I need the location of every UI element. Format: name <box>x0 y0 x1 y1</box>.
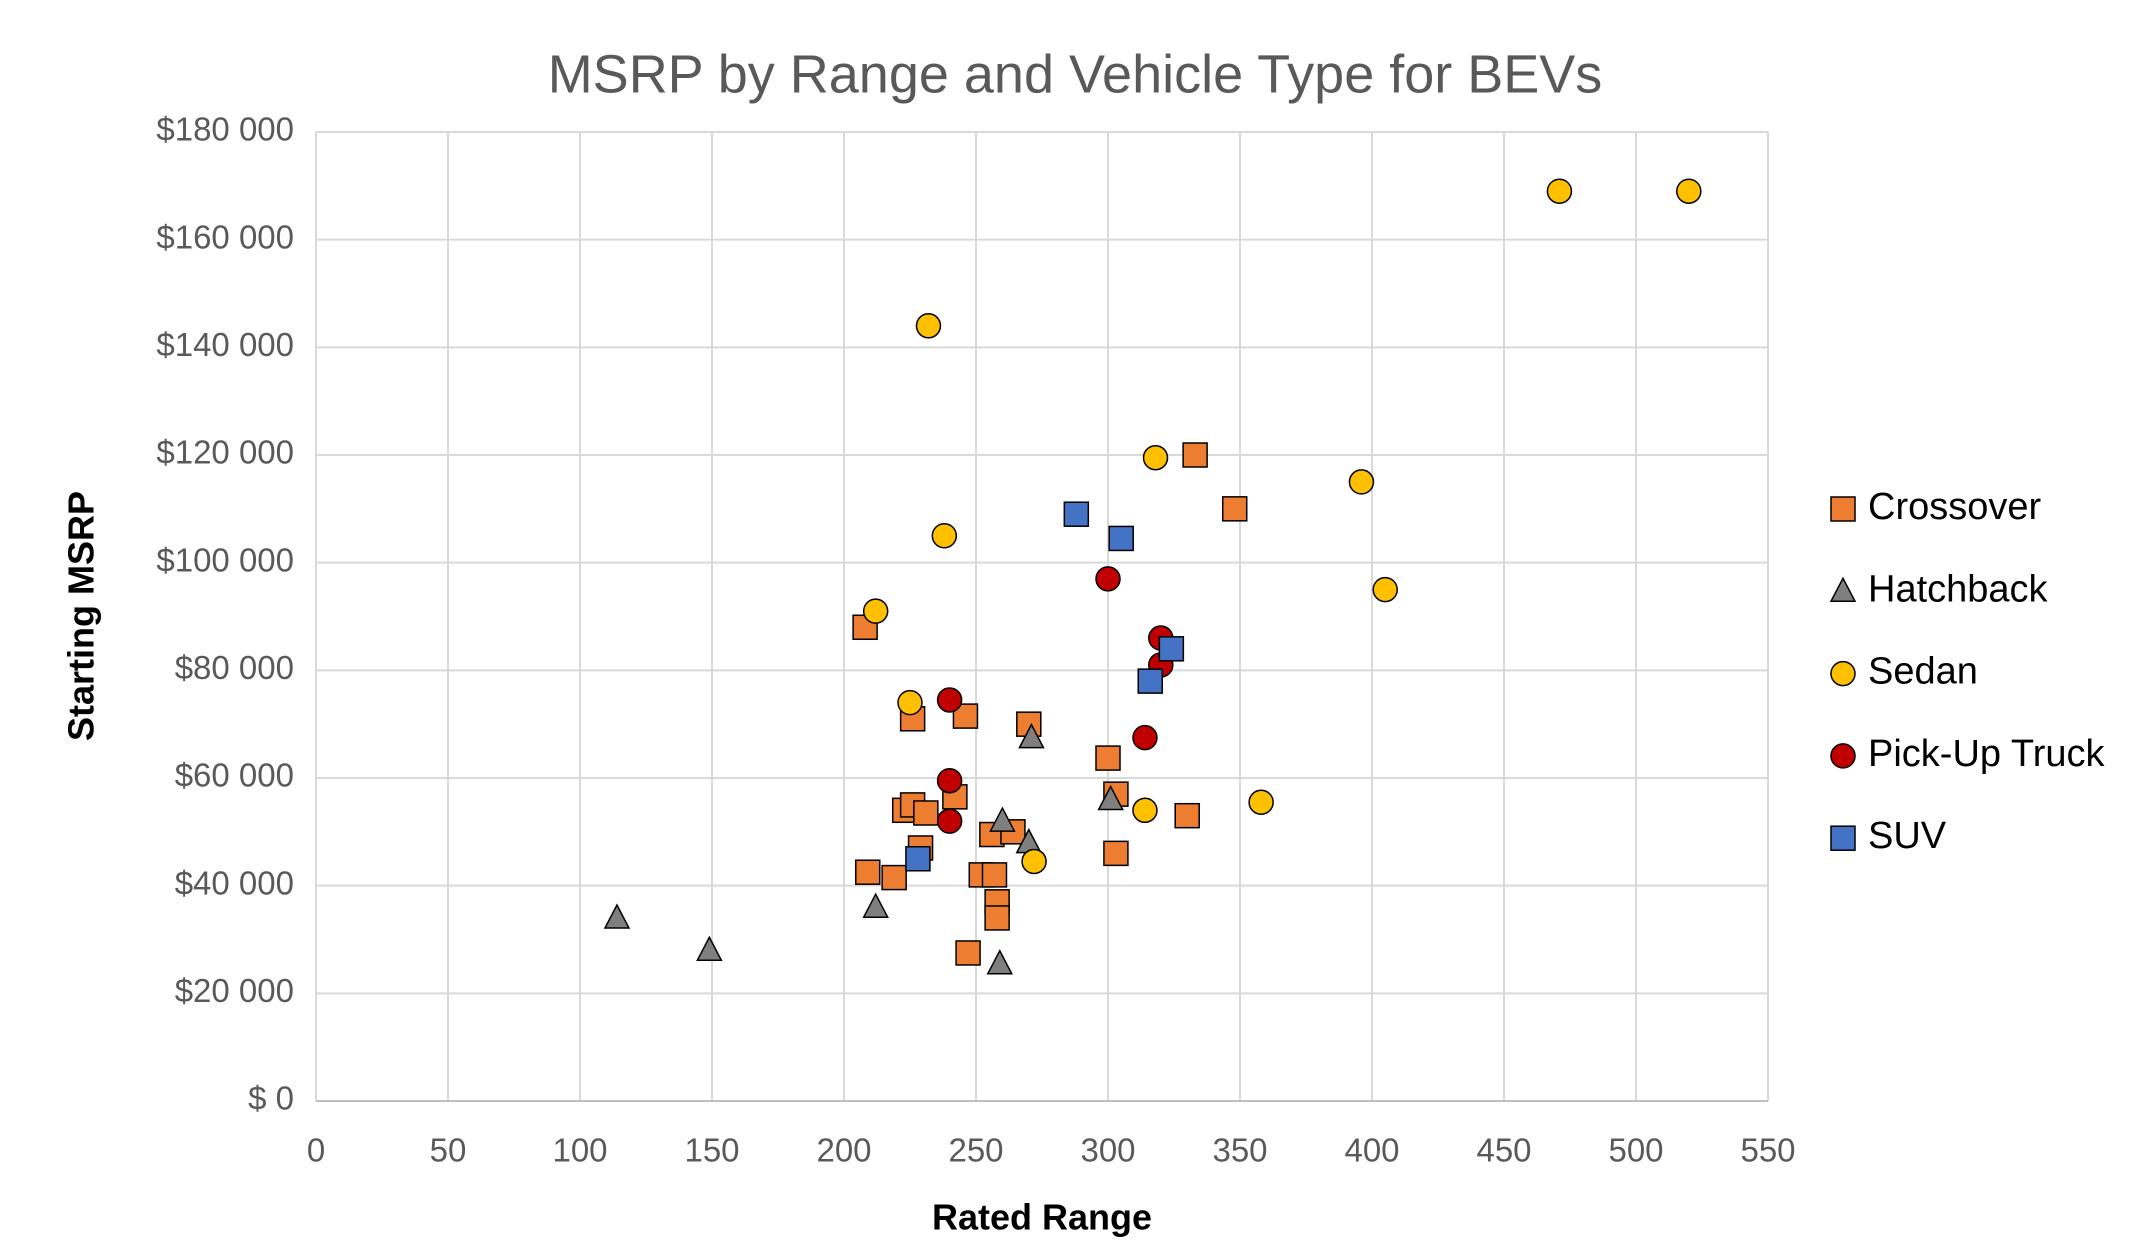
point <box>1103 840 1129 867</box>
point <box>603 903 631 929</box>
chart-title: MSRP by Range and Vehicle Type for BEVs <box>548 44 1603 104</box>
point <box>696 935 723 962</box>
point <box>1142 444 1169 471</box>
point <box>1372 576 1398 603</box>
point <box>1108 525 1134 552</box>
legend-marker <box>1829 576 1857 603</box>
x-tick-label: 200 <box>816 1132 871 1169</box>
point <box>905 846 931 872</box>
point <box>1063 501 1090 527</box>
point <box>1158 636 1185 662</box>
point <box>862 892 889 918</box>
point <box>1132 724 1158 751</box>
point <box>913 800 939 826</box>
point <box>1095 745 1121 771</box>
point <box>936 808 963 834</box>
x-axis-title: Rated Range <box>932 1197 1152 1238</box>
legend-marker <box>1830 743 1856 769</box>
point <box>1221 496 1248 522</box>
y-tick-label: $80 000 <box>175 649 294 686</box>
x-tick-label: 300 <box>1080 1132 1135 1169</box>
y-tick-label: $ 0 <box>248 1080 294 1117</box>
point <box>1018 723 1045 749</box>
y-tick-label: $100 000 <box>156 541 294 578</box>
legend-marker <box>1830 496 1856 522</box>
x-tick-label: 350 <box>1212 1132 1267 1169</box>
point <box>1021 848 1047 875</box>
point <box>862 598 889 624</box>
x-tick-label: 50 <box>430 1132 467 1169</box>
x-tick-label: 500 <box>1608 1132 1663 1169</box>
point <box>981 862 1008 888</box>
y-tick-label: $120 000 <box>156 434 294 471</box>
point <box>1132 797 1158 824</box>
point <box>1182 442 1208 468</box>
point <box>1097 784 1124 811</box>
legend-label: Crossover <box>1868 486 2041 528</box>
point <box>931 523 958 549</box>
legend-label: Hatchback <box>1868 568 2049 610</box>
point <box>1348 469 1375 495</box>
legend-marker <box>1830 660 1856 687</box>
legend-label: Sedan <box>1868 651 1978 693</box>
y-tick-label: $60 000 <box>175 757 294 794</box>
point <box>1174 802 1200 829</box>
y-tick-label: $140 000 <box>156 326 294 363</box>
point <box>989 806 1016 832</box>
legend-marker <box>1830 825 1856 851</box>
point <box>986 949 1013 975</box>
x-tick-label: 550 <box>1740 1132 1795 1169</box>
y-tick-label: $160 000 <box>156 218 294 255</box>
x-tick-label: 0 <box>307 1132 325 1169</box>
x-tick-label: 100 <box>552 1132 607 1169</box>
y-tick-label: $20 000 <box>175 972 294 1009</box>
point <box>915 313 942 339</box>
point <box>1546 178 1573 204</box>
point <box>881 864 907 891</box>
point <box>1248 789 1274 815</box>
point <box>984 905 1010 931</box>
y-tick-label: $180 000 <box>156 111 294 148</box>
legend-label: Pick-Up Truck <box>1868 733 2105 775</box>
point <box>897 689 923 716</box>
point <box>1676 178 1702 204</box>
point <box>936 687 963 713</box>
x-tick-label: 150 <box>684 1132 739 1169</box>
legend-label: SUV <box>1868 815 1947 857</box>
point <box>855 859 881 885</box>
point <box>1137 668 1163 694</box>
point <box>955 940 981 966</box>
x-tick-label: 400 <box>1344 1132 1399 1169</box>
x-tick-label: 450 <box>1476 1132 1531 1169</box>
point <box>1095 566 1121 592</box>
point <box>936 767 963 794</box>
y-axis-title: Starting MSRP <box>61 491 102 741</box>
y-tick-label: $40 000 <box>175 864 294 901</box>
x-tick-label: 250 <box>948 1132 1003 1169</box>
